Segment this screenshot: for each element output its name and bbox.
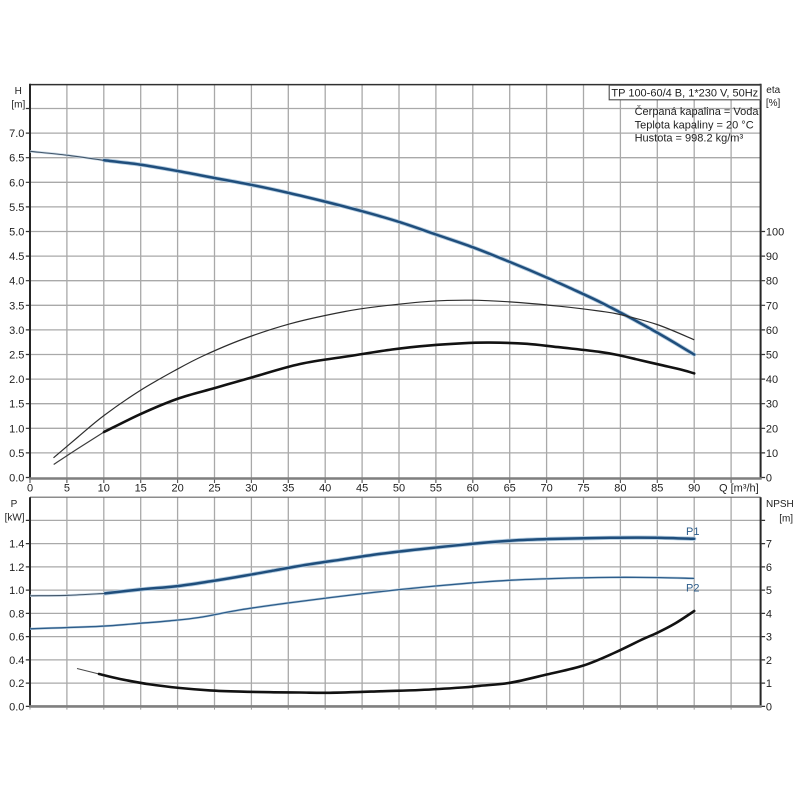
svg-text:1.4: 1.4 xyxy=(9,539,24,551)
svg-text:1.0: 1.0 xyxy=(9,585,24,597)
svg-text:5.0: 5.0 xyxy=(9,227,24,239)
svg-text:55: 55 xyxy=(430,483,442,495)
svg-text:1.2: 1.2 xyxy=(9,562,24,574)
svg-text:45: 45 xyxy=(356,483,368,495)
svg-text:P1: P1 xyxy=(686,526,699,538)
svg-text:7: 7 xyxy=(766,539,772,551)
svg-text:6: 6 xyxy=(766,562,772,574)
svg-text:eta: eta xyxy=(766,85,780,96)
svg-text:P2: P2 xyxy=(686,583,699,595)
svg-text:15: 15 xyxy=(135,483,147,495)
svg-text:[%]: [%] xyxy=(766,98,781,109)
svg-text:0.8: 0.8 xyxy=(9,608,24,620)
svg-text:50: 50 xyxy=(766,350,778,362)
svg-text:5: 5 xyxy=(64,483,70,495)
svg-text:P: P xyxy=(11,499,18,510)
svg-text:40: 40 xyxy=(766,374,778,386)
svg-text:7.0: 7.0 xyxy=(9,128,24,140)
svg-text:60: 60 xyxy=(766,325,778,337)
svg-text:90: 90 xyxy=(766,251,778,263)
svg-text:1: 1 xyxy=(766,678,772,690)
svg-text:35: 35 xyxy=(282,483,294,495)
svg-text:85: 85 xyxy=(651,483,663,495)
svg-text:6.0: 6.0 xyxy=(9,177,24,189)
svg-text:6.5: 6.5 xyxy=(9,153,24,165)
svg-text:0.0: 0.0 xyxy=(9,701,24,713)
svg-text:10: 10 xyxy=(98,483,110,495)
svg-text:0: 0 xyxy=(766,701,772,713)
svg-text:Hustota = 998.2 kg/m³: Hustota = 998.2 kg/m³ xyxy=(635,132,744,144)
svg-text:0: 0 xyxy=(27,483,33,495)
svg-text:100: 100 xyxy=(766,227,784,239)
svg-text:10: 10 xyxy=(766,448,778,460)
svg-text:Q [m³/h]: Q [m³/h] xyxy=(719,483,759,495)
svg-text:0.0: 0.0 xyxy=(9,473,24,485)
svg-text:50: 50 xyxy=(393,483,405,495)
svg-text:0.5: 0.5 xyxy=(9,448,24,460)
svg-text:2.0: 2.0 xyxy=(9,374,24,386)
svg-text:70: 70 xyxy=(766,300,778,312)
svg-text:30: 30 xyxy=(245,483,257,495)
svg-text:2: 2 xyxy=(766,655,772,667)
svg-text:40: 40 xyxy=(319,483,331,495)
svg-text:TP 100-60/4 B, 1*230 V, 50Hz: TP 100-60/4 B, 1*230 V, 50Hz xyxy=(611,88,758,100)
svg-text:1.5: 1.5 xyxy=(9,399,24,411)
svg-text:4.5: 4.5 xyxy=(9,251,24,263)
svg-text:3: 3 xyxy=(766,632,772,644)
svg-text:90: 90 xyxy=(688,483,700,495)
svg-text:3.0: 3.0 xyxy=(9,325,24,337)
svg-text:60: 60 xyxy=(467,483,479,495)
svg-text:30: 30 xyxy=(766,399,778,411)
svg-text:5: 5 xyxy=(766,585,772,597)
svg-text:4: 4 xyxy=(766,608,772,620)
svg-text:4.0: 4.0 xyxy=(9,276,24,288)
svg-text:3.5: 3.5 xyxy=(9,300,24,312)
svg-text:[m]: [m] xyxy=(779,513,793,524)
svg-text:80: 80 xyxy=(766,276,778,288)
svg-text:80: 80 xyxy=(614,483,626,495)
svg-text:1.0: 1.0 xyxy=(9,423,24,435)
svg-text:Čerpaná kapalina = Voda: Čerpaná kapalina = Voda xyxy=(635,105,760,118)
svg-text:70: 70 xyxy=(540,483,552,495)
svg-text:65: 65 xyxy=(504,483,516,495)
svg-text:H: H xyxy=(15,86,22,97)
svg-text:75: 75 xyxy=(577,483,589,495)
svg-text:25: 25 xyxy=(208,483,220,495)
svg-text:NPSH: NPSH xyxy=(766,499,794,510)
svg-text:20: 20 xyxy=(766,423,778,435)
svg-text:0.6: 0.6 xyxy=(9,632,24,644)
svg-text:[m]: [m] xyxy=(11,100,25,111)
svg-text:[kW]: [kW] xyxy=(5,512,25,523)
svg-text:0.2: 0.2 xyxy=(9,678,24,690)
svg-text:0.4: 0.4 xyxy=(9,655,24,667)
svg-text:5.5: 5.5 xyxy=(9,202,24,214)
svg-text:2.5: 2.5 xyxy=(9,350,24,362)
svg-text:0: 0 xyxy=(766,473,772,485)
svg-text:Teplota kapaliny = 20 °C: Teplota kapaliny = 20 °C xyxy=(635,119,754,131)
svg-text:20: 20 xyxy=(171,483,183,495)
